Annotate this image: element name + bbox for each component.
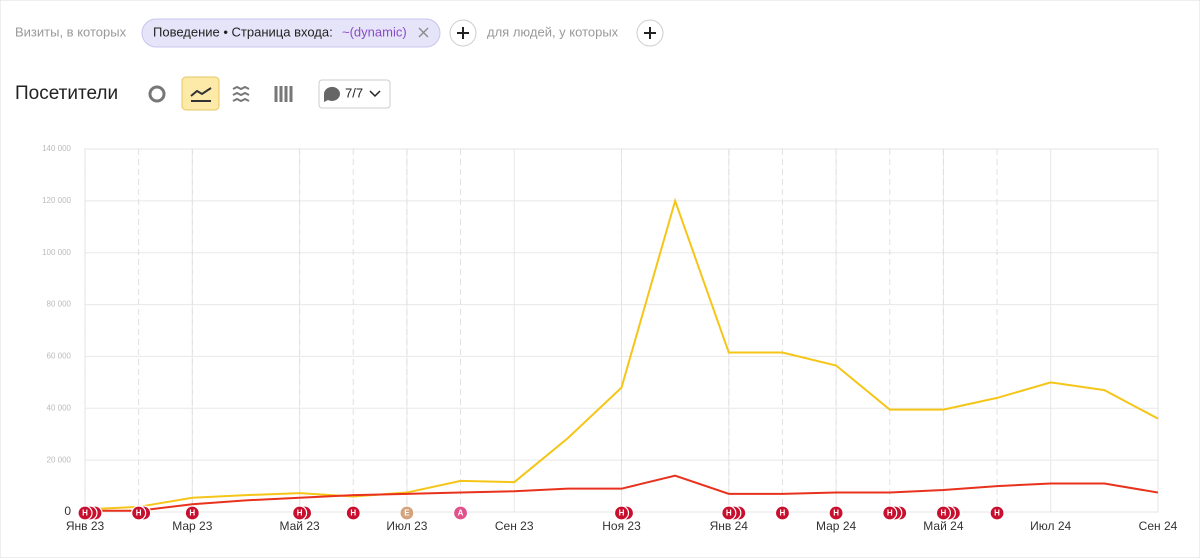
event-label: Н bbox=[619, 509, 625, 518]
series-line bbox=[85, 474, 1159, 512]
event-label: Н bbox=[82, 509, 88, 518]
filter-suffix: для людей, у которых bbox=[487, 24, 619, 39]
x-tick-label: Май 23 bbox=[279, 519, 320, 533]
event-label: Н bbox=[297, 509, 303, 518]
event-label: Н bbox=[350, 509, 356, 518]
event-marker bbox=[292, 505, 308, 521]
series-line bbox=[84, 197, 1159, 511]
event-marker bbox=[184, 505, 200, 521]
plus-icon bbox=[644, 27, 656, 39]
filter-prefix: Визиты, в которых bbox=[15, 24, 127, 39]
chevron bbox=[369, 90, 381, 98]
y-tick-label: 40 000 bbox=[47, 403, 72, 412]
event-marker bbox=[774, 505, 791, 521]
event-marker bbox=[828, 505, 844, 521]
event-label: А bbox=[458, 509, 464, 518]
event-label: Н bbox=[887, 509, 893, 518]
notes-count: 7/7 bbox=[345, 85, 363, 100]
event-marker bbox=[452, 505, 469, 521]
plus-icon bbox=[457, 27, 469, 39]
pill-label: Поведение • Страница входа: bbox=[153, 24, 333, 39]
x-tick-label: Янв 23 bbox=[66, 519, 105, 533]
x-tick-label: Сен 23 bbox=[495, 519, 534, 533]
line-icon bbox=[190, 87, 212, 102]
bars-icon[interactable] bbox=[274, 86, 293, 102]
event-marker bbox=[935, 505, 952, 521]
y-tick-label: 140 000 bbox=[42, 144, 71, 153]
event-label: Н bbox=[994, 509, 1000, 518]
area-icon[interactable] bbox=[232, 85, 250, 103]
event-marker bbox=[613, 505, 630, 521]
y-tick-label: 60 000 bbox=[47, 352, 72, 361]
x-tick-label: Янв 24 bbox=[710, 519, 749, 533]
event-marker bbox=[882, 505, 898, 521]
x-tick-label: Июл 23 bbox=[386, 519, 427, 533]
event-marker bbox=[399, 505, 415, 521]
plot: 0 20 000 40 000 60 000 80 000 100 000 120 000 1… bbox=[42, 144, 1178, 533]
pie-icon[interactable] bbox=[148, 85, 166, 103]
x-tick-label: Ноя 23 bbox=[602, 519, 641, 533]
event-marker bbox=[131, 505, 147, 521]
event-marker bbox=[721, 505, 737, 521]
y-tick-label: 80 000 bbox=[47, 300, 72, 309]
event-marker bbox=[77, 505, 93, 521]
event-marker bbox=[345, 505, 361, 521]
y-tick-label: 100 000 bbox=[42, 248, 71, 257]
filter-pill[interactable] bbox=[141, 18, 441, 48]
notes-button[interactable] bbox=[318, 79, 391, 109]
event-label: Е bbox=[404, 509, 410, 518]
y-tick-label: 20 000 bbox=[47, 455, 72, 464]
event-label: Н bbox=[833, 509, 839, 518]
event-label: Н bbox=[941, 509, 947, 518]
x-tick-label: Июл 24 bbox=[1030, 519, 1071, 533]
y-tick-label: 0 bbox=[64, 504, 71, 518]
pill-remove[interactable] bbox=[418, 27, 429, 38]
x-tick-label: Май 24 bbox=[923, 519, 964, 533]
pill-value: ~(dynamic) bbox=[342, 24, 407, 39]
x-tick-label: Сен 24 bbox=[1139, 519, 1178, 533]
y-tick-label: 120 000 bbox=[42, 196, 71, 205]
section-title: Посетители bbox=[15, 83, 118, 104]
event-marker bbox=[989, 505, 1005, 521]
comment-icon bbox=[323, 86, 340, 102]
event-label: Н bbox=[189, 509, 195, 518]
x-tick-label: Мар 23 bbox=[172, 519, 212, 533]
event-label: Н bbox=[136, 509, 142, 518]
event-label: Н bbox=[780, 509, 786, 518]
event-label: Н bbox=[726, 509, 732, 518]
x-tick-label: Мар 24 bbox=[816, 519, 856, 533]
